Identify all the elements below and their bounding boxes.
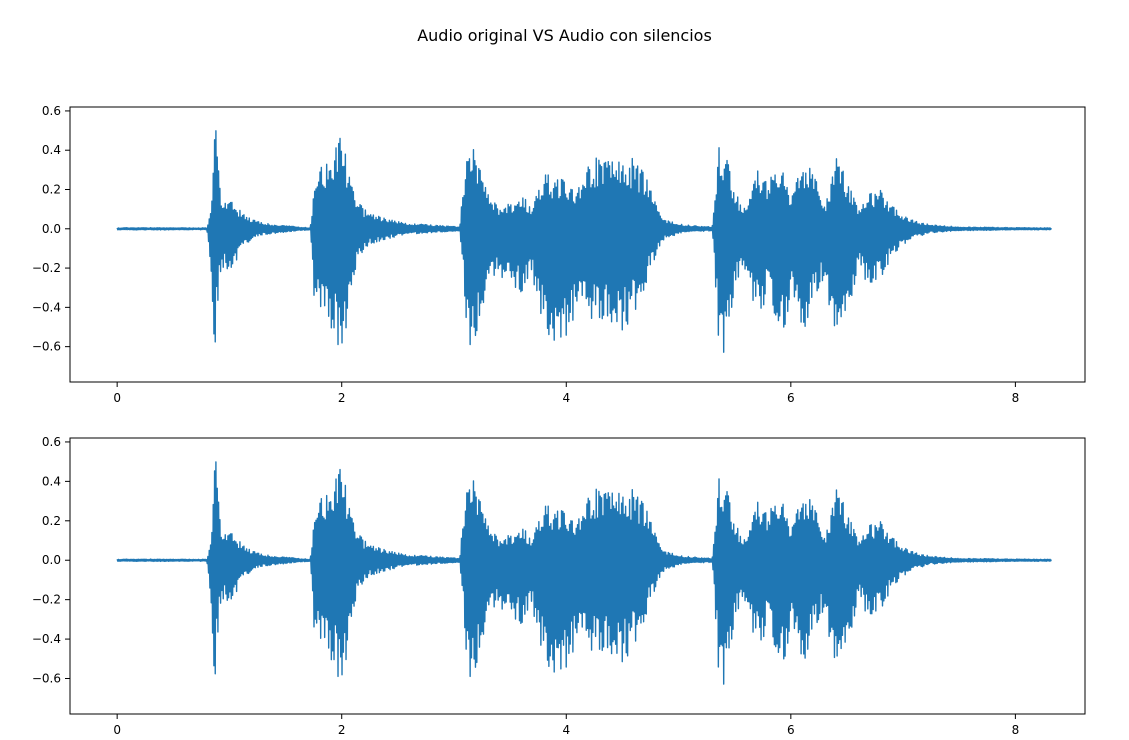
y-tick-label: 0.4 (42, 474, 61, 488)
y-tick-label: 0.0 (42, 553, 61, 567)
y-tick-label: −0.4 (32, 300, 61, 314)
y-tick-label: −0.6 (32, 340, 61, 354)
x-tick-label: 6 (787, 391, 795, 405)
y-tick-label: 0.0 (42, 222, 61, 236)
x-tick-label: 8 (1012, 723, 1020, 737)
axes-frame (69, 437, 1086, 715)
x-tick-label: 0 (113, 391, 121, 405)
x-tick-label: 0 (113, 723, 121, 737)
y-tick-label: 0.6 (42, 104, 61, 118)
x-tick-label: 2 (338, 391, 346, 405)
waveform-series (116, 130, 1052, 353)
y-tick-label: 0.2 (42, 514, 61, 528)
waveform-series (116, 461, 1052, 685)
x-tick-label: 8 (1012, 391, 1020, 405)
subplot-1: 0 2 4 6 8 0.6 0.4 0.2 0.0 −0.2 −0.4 −0.6 (32, 104, 1086, 405)
y-tick-label: −0.2 (32, 593, 61, 607)
y-tick-label: 0.2 (42, 183, 61, 197)
y-tick-label: −0.4 (32, 632, 61, 646)
x-tick-label: 6 (787, 723, 795, 737)
y-tick-label: 0.4 (42, 143, 61, 157)
x-tick-label: 2 (338, 723, 346, 737)
subplot-2: 0 2 4 6 8 0.6 0.4 0.2 0.0 −0.2 −0.4 −0.6 (32, 435, 1086, 737)
y-tick-label: −0.6 (32, 672, 61, 686)
axes-frame (69, 106, 1086, 383)
x-tick-label: 4 (562, 391, 570, 405)
x-tick-label: 4 (562, 723, 570, 737)
y-tick-label: −0.2 (32, 261, 61, 275)
figure-title: Audio original VS Audio con silencios (417, 26, 712, 45)
y-tick-label: 0.6 (42, 435, 61, 449)
